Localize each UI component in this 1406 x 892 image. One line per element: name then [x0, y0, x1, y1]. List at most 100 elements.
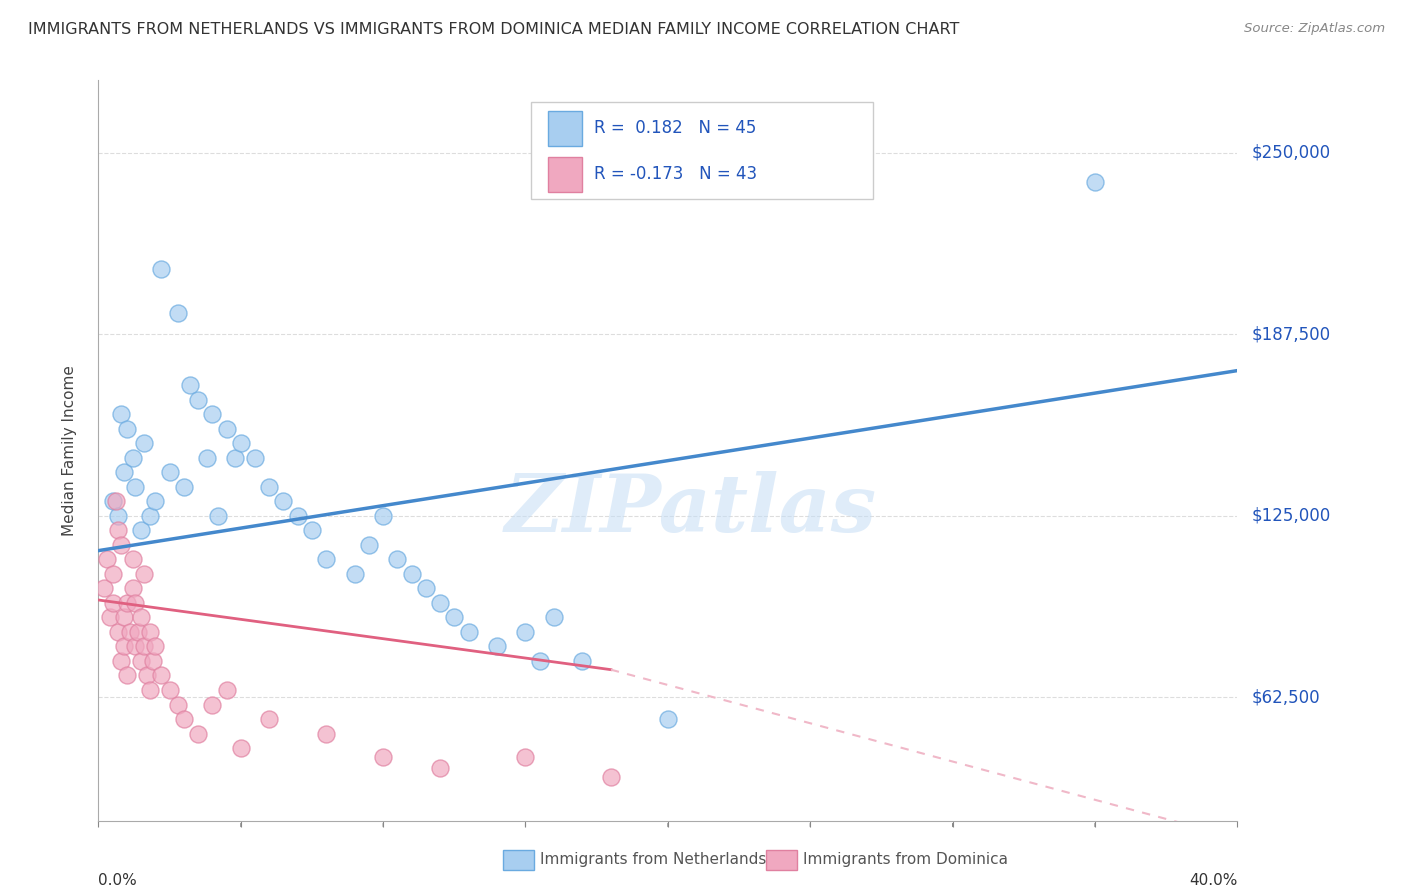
Point — [215, 422, 238, 436]
Point — [529, 654, 551, 668]
Point — [1084, 175, 1107, 189]
Point — [373, 749, 395, 764]
Text: $62,500: $62,500 — [1251, 689, 1320, 706]
Point — [201, 698, 224, 712]
Point — [101, 596, 124, 610]
Point — [124, 596, 146, 610]
Point — [132, 640, 155, 654]
Point — [167, 305, 190, 319]
Point — [112, 610, 135, 624]
Point — [315, 726, 337, 740]
Point — [124, 640, 146, 654]
Point — [129, 610, 152, 624]
Point — [96, 552, 118, 566]
Point — [415, 582, 437, 596]
Point — [515, 624, 537, 639]
Point — [121, 582, 143, 596]
Text: Source: ZipAtlas.com: Source: ZipAtlas.com — [1244, 22, 1385, 36]
Point — [132, 436, 155, 450]
Point — [243, 450, 266, 465]
Point — [373, 508, 395, 523]
Point — [657, 712, 679, 726]
Text: Immigrants from Dominica: Immigrants from Dominica — [803, 853, 1008, 867]
Point — [179, 378, 201, 392]
Text: $250,000: $250,000 — [1251, 144, 1330, 161]
Point — [110, 538, 132, 552]
Text: ZIPatlas: ZIPatlas — [505, 471, 877, 549]
Point — [150, 668, 173, 682]
FancyBboxPatch shape — [531, 103, 873, 199]
Point — [121, 450, 143, 465]
Point — [93, 582, 115, 596]
Point — [543, 610, 565, 624]
Point — [101, 566, 124, 581]
Point — [135, 668, 157, 682]
Point — [138, 508, 160, 523]
Y-axis label: Median Family Income: Median Family Income — [62, 365, 77, 536]
Point — [173, 712, 195, 726]
Point — [187, 392, 209, 407]
Point — [201, 407, 224, 421]
Point — [112, 465, 135, 479]
Point — [115, 668, 138, 682]
Point — [145, 640, 167, 654]
Point — [387, 552, 409, 566]
Point — [107, 508, 129, 523]
Point — [215, 683, 238, 698]
Point — [159, 683, 181, 698]
Point — [98, 610, 121, 624]
Point — [443, 610, 465, 624]
Point — [124, 480, 146, 494]
Text: $187,500: $187,500 — [1251, 326, 1330, 343]
Point — [141, 654, 163, 668]
Point — [129, 654, 152, 668]
FancyBboxPatch shape — [548, 156, 582, 192]
Point — [600, 770, 623, 784]
Point — [207, 508, 229, 523]
Point — [110, 654, 132, 668]
Point — [115, 422, 138, 436]
Point — [301, 524, 323, 538]
Point — [112, 640, 135, 654]
Text: Immigrants from Netherlands: Immigrants from Netherlands — [540, 853, 766, 867]
Point — [159, 465, 181, 479]
Point — [132, 566, 155, 581]
Point — [195, 450, 218, 465]
Point — [429, 596, 451, 610]
Point — [121, 552, 143, 566]
Point — [457, 624, 479, 639]
Point — [224, 450, 246, 465]
Point — [187, 726, 209, 740]
Text: IMMIGRANTS FROM NETHERLANDS VS IMMIGRANTS FROM DOMINICA MEDIAN FAMILY INCOME COR: IMMIGRANTS FROM NETHERLANDS VS IMMIGRANT… — [28, 22, 959, 37]
Point — [229, 436, 252, 450]
Point — [127, 624, 149, 639]
Point — [259, 480, 281, 494]
Point — [115, 596, 138, 610]
Point — [104, 494, 127, 508]
Text: R = -0.173   N = 43: R = -0.173 N = 43 — [593, 165, 756, 183]
Text: 0.0%: 0.0% — [98, 873, 138, 888]
Point — [343, 566, 366, 581]
Point — [145, 494, 167, 508]
Point — [259, 712, 281, 726]
Point — [357, 538, 380, 552]
Point — [101, 494, 124, 508]
Point — [110, 407, 132, 421]
Text: $125,000: $125,000 — [1251, 507, 1330, 524]
FancyBboxPatch shape — [548, 111, 582, 146]
Point — [571, 654, 593, 668]
Point — [315, 552, 337, 566]
Point — [287, 508, 309, 523]
Point — [118, 624, 141, 639]
Point — [150, 262, 173, 277]
Point — [401, 566, 423, 581]
Point — [138, 683, 160, 698]
Point — [173, 480, 195, 494]
Point — [229, 741, 252, 756]
Point — [107, 524, 129, 538]
Point — [129, 524, 152, 538]
Point — [167, 698, 190, 712]
Point — [515, 749, 537, 764]
Point — [107, 624, 129, 639]
Text: R =  0.182   N = 45: R = 0.182 N = 45 — [593, 120, 756, 137]
